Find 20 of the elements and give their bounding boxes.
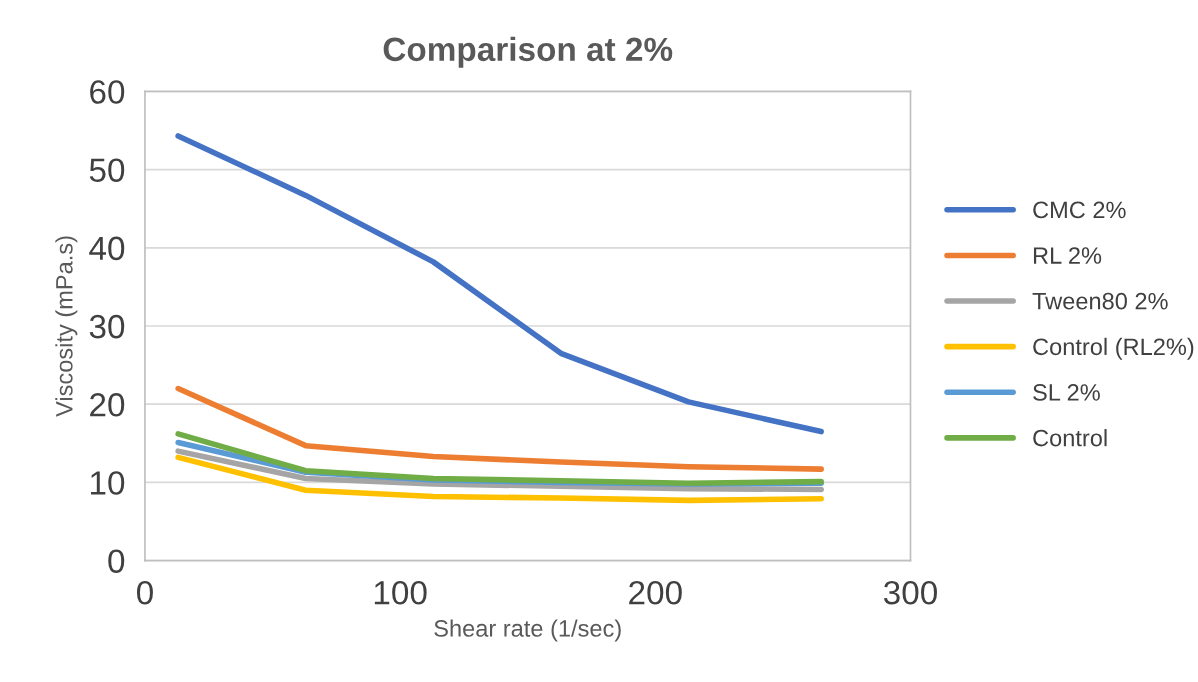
chart-title: Comparison at 2% <box>383 36 673 68</box>
legend-label: SL 2% <box>1033 384 1100 401</box>
y-tick-label: 30 <box>89 314 125 339</box>
x-tick-label: 200 <box>629 580 682 605</box>
x-tick-label: 300 <box>883 580 937 605</box>
x-tick-label: 0 <box>136 580 153 605</box>
y-tick-label: 50 <box>89 158 125 182</box>
x-axis-title: Shear rate (1/sec) <box>434 619 621 642</box>
legend-label: Tween80 2% <box>1032 292 1168 310</box>
x-tick-label: 100 <box>374 580 427 605</box>
y-tick-label: 10 <box>90 471 125 495</box>
y-tick-label: 0 <box>108 549 125 574</box>
legend-label: CMC 2% <box>1033 201 1126 219</box>
y-tick-label: 20 <box>90 393 125 417</box>
legend-label: Control <box>1033 429 1107 447</box>
y-tick-label: 40 <box>89 236 125 261</box>
y-tick-label: 60 <box>90 80 125 104</box>
legend-label: Control (RL2%) <box>1033 337 1194 360</box>
legend-label: RL 2% <box>1033 247 1102 264</box>
y-axis-title: Viscosity (mPa.s) <box>55 236 78 417</box>
